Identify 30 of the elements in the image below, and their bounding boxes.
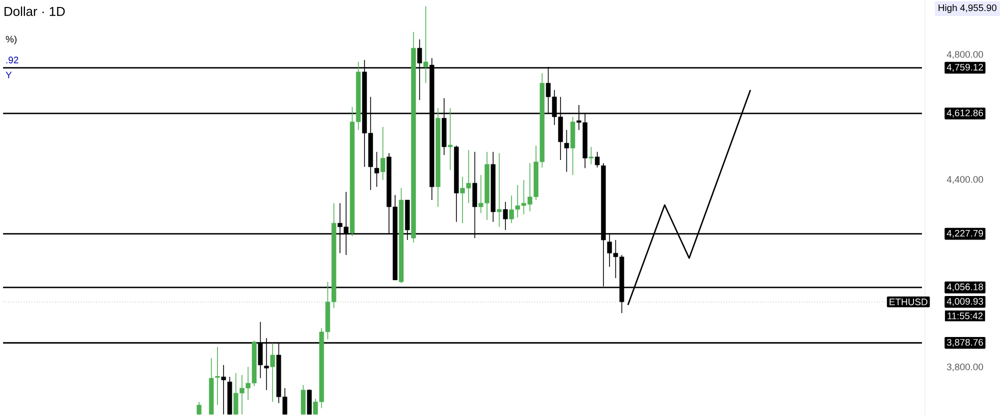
- candlestick: [270, 342, 275, 402]
- candlestick: [564, 130, 570, 172]
- candlestick: [423, 6, 428, 84]
- ref-line-label: 3,878.76: [946, 338, 984, 347]
- text: 11:55:42: [948, 312, 983, 320]
- annotation: .92: [6, 56, 18, 64]
- candlestick: [496, 152, 502, 228]
- chart-title: Dollar · 1D: [4, 6, 65, 16]
- candlestick: [509, 195, 514, 224]
- candlestick: [448, 108, 453, 170]
- candlestick: [380, 126, 386, 180]
- ref-line-label: 4,612.86: [946, 110, 984, 118]
- y-tick-label: 3,800.00: [946, 364, 984, 372]
- annotation: Y: [6, 72, 12, 78]
- ref-line-label: 4,056.18: [946, 284, 984, 292]
- text: High 4,955.90: [938, 4, 996, 14]
- candlestick: [588, 146, 594, 165]
- candlestick: [374, 151, 380, 188]
- candlestick: [215, 346, 220, 406]
- ref-line-label: 4,227.79: [946, 230, 983, 238]
- candlestick: [503, 201, 508, 230]
- y-tick-label: 4,800.00: [946, 51, 984, 59]
- ref-line-label: 4,759.12: [946, 64, 983, 72]
- candlestick: [196, 401, 202, 415]
- candlestick: [594, 151, 600, 168]
- ref-line-label: 4,009.93: [946, 298, 984, 306]
- annotation: %): [6, 36, 16, 44]
- y-tick-label: 4,400.00: [946, 176, 984, 184]
- candlestick: [221, 364, 226, 415]
- annotation: ETHUSD: [890, 298, 928, 306]
